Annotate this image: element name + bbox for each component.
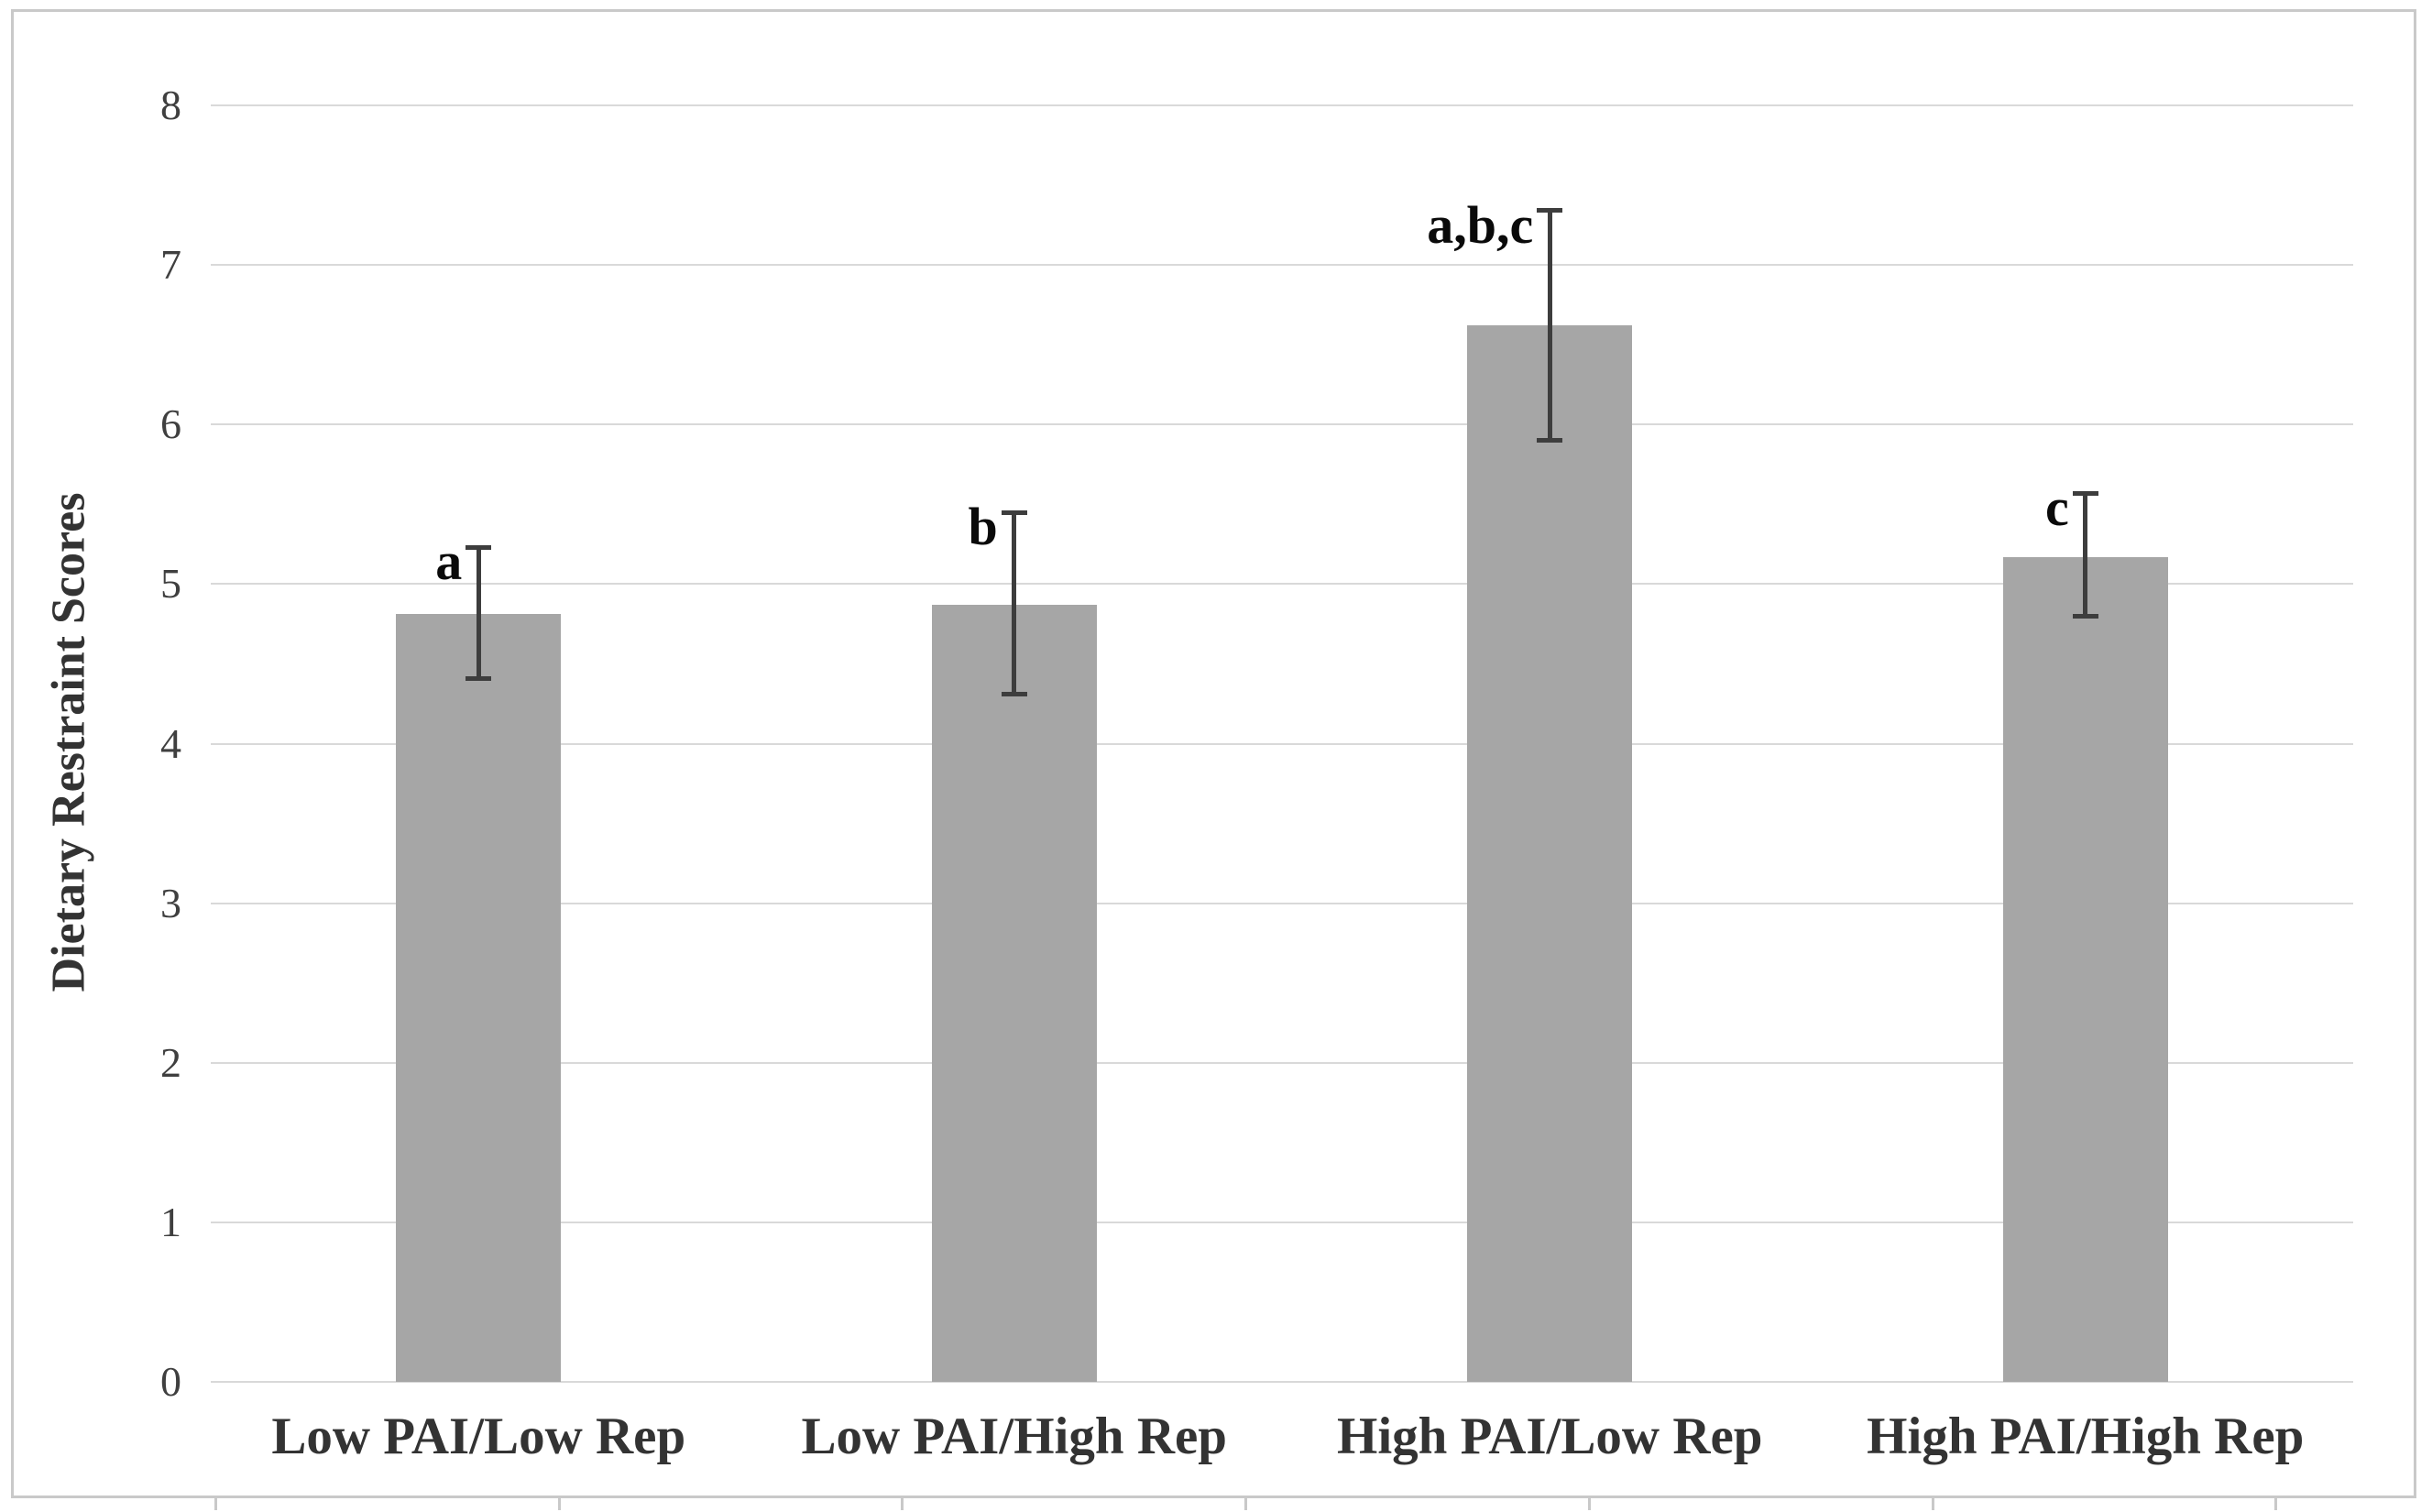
gridline: [211, 583, 2353, 586]
gridline: [211, 1221, 2353, 1223]
significance-label: a: [435, 531, 463, 592]
y-tick-label: 7: [160, 241, 181, 289]
y-tick-label: 3: [160, 879, 181, 926]
x-axis-category-label: High PAI/Low Rep: [1337, 1408, 1763, 1465]
gridline: [211, 264, 2353, 267]
error-bar-cap-top: [1001, 509, 1027, 515]
error-bar-cap-bottom: [466, 675, 492, 681]
significance-label: b: [968, 497, 998, 557]
bottom-axis-tick: [1587, 1498, 1591, 1510]
error-bar-cap-top: [2072, 490, 2098, 496]
bar: [931, 605, 1097, 1382]
bar: [1467, 325, 1633, 1382]
bar: [396, 614, 562, 1382]
y-tick-label: 4: [160, 719, 181, 767]
error-bar-cap-bottom: [1001, 692, 1027, 697]
gridline: [211, 1381, 2353, 1383]
error-bar-cap-bottom: [2072, 613, 2098, 619]
gridline: [211, 902, 2353, 904]
x-axis-category-label: High PAI/High Rep: [1867, 1408, 2305, 1465]
y-tick-label: 8: [160, 82, 181, 128]
bottom-axis-tick: [1244, 1498, 1248, 1510]
y-tick-label: 6: [160, 400, 181, 448]
error-bar-line: [476, 547, 481, 679]
bottom-axis-tick: [2274, 1498, 2278, 1510]
y-tick-label: 2: [160, 1038, 181, 1086]
y-tick-label: 5: [160, 560, 181, 608]
gridline: [211, 104, 2353, 106]
gridline: [211, 742, 2353, 745]
error-bar-cap-top: [466, 544, 492, 550]
chart-border: [11, 9, 2416, 1498]
error-bar-line: [2083, 493, 2088, 617]
significance-label: a,b,c: [1427, 194, 1534, 255]
bottom-axis-tick: [214, 1498, 217, 1510]
bottom-axis-tick: [557, 1498, 561, 1510]
x-axis-category-label: Low PAI/High Rep: [801, 1408, 1228, 1465]
bottom-axis-tick: [1931, 1498, 1934, 1510]
bottom-axis-tick: [901, 1498, 904, 1510]
y-tick-label: 1: [160, 1198, 181, 1245]
y-tick-label: 0: [160, 1358, 181, 1405]
bar: [2002, 556, 2168, 1382]
significance-label: c: [2045, 477, 2069, 538]
gridline: [211, 423, 2353, 426]
error-bar-cap-bottom: [1537, 438, 1563, 444]
error-bar-cap-top: [1537, 208, 1563, 214]
error-bar-line: [1547, 210, 1552, 441]
error-bar-line: [1012, 512, 1017, 695]
x-axis-category-label: Low PAI/Low Rep: [271, 1408, 686, 1465]
gridline: [211, 1061, 2353, 1064]
